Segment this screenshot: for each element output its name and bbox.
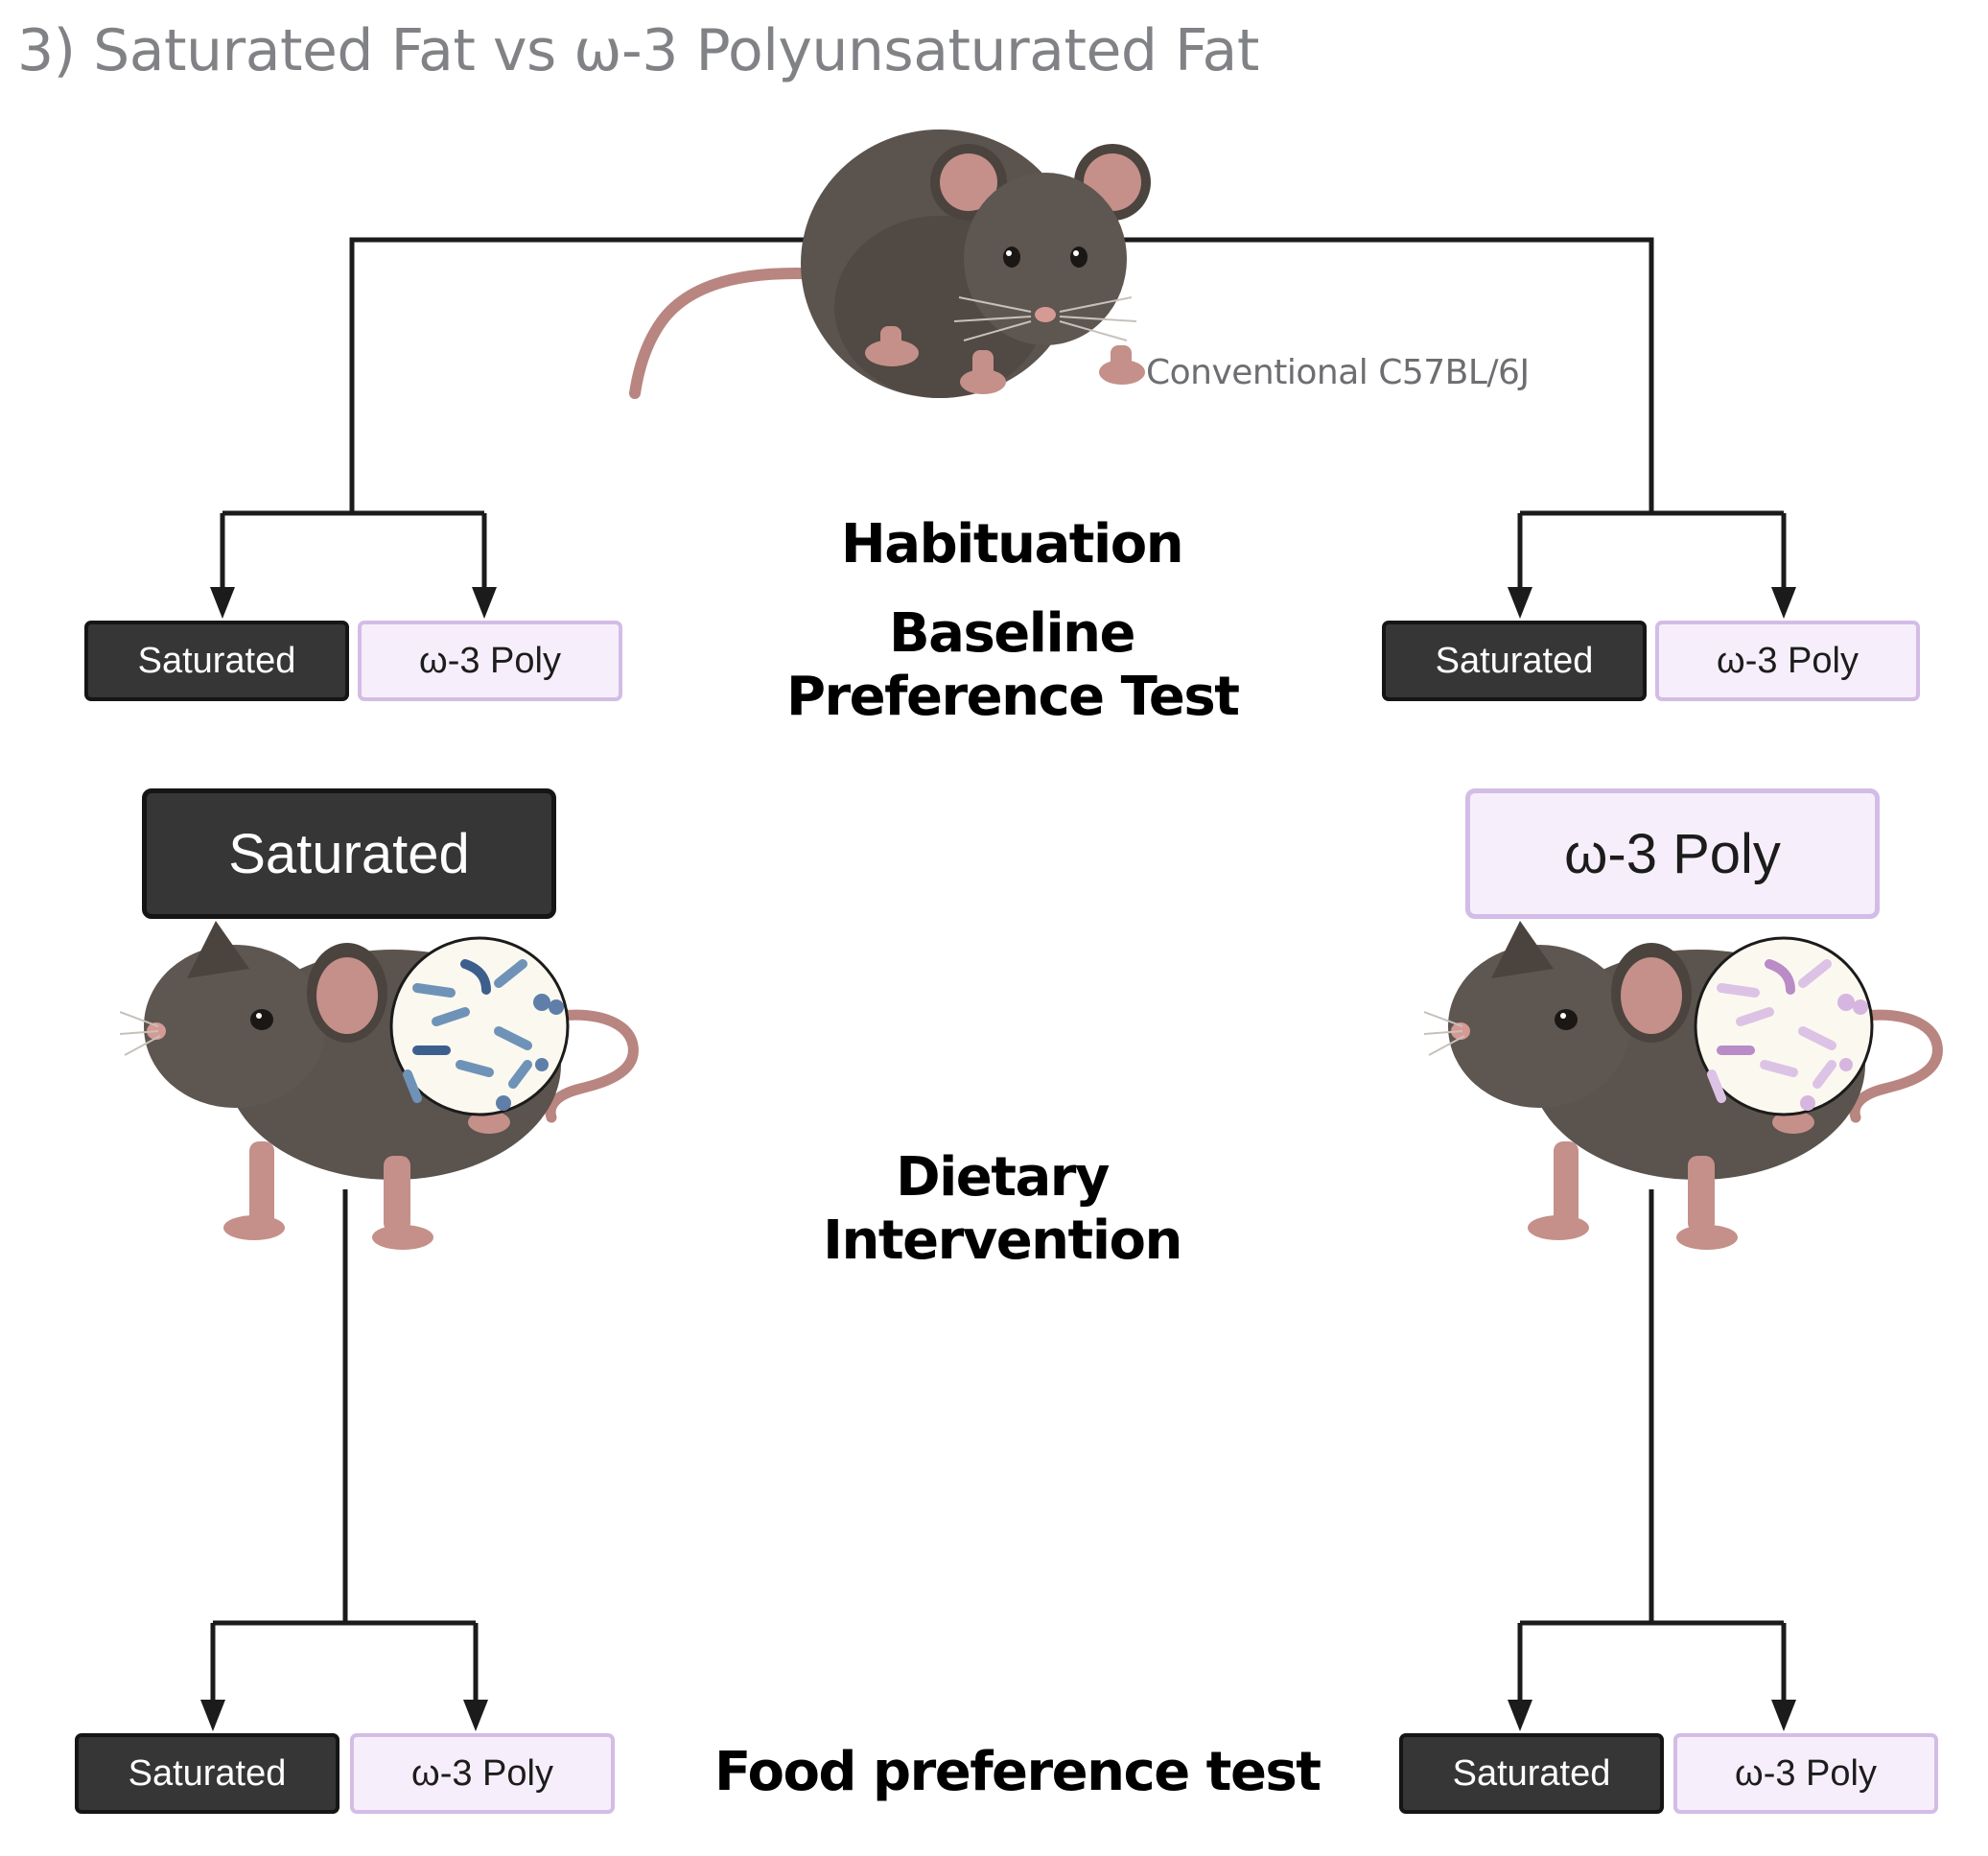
food-left-saturated-box: Saturated [75, 1733, 339, 1814]
mouse-saturated-diet-icon [120, 921, 639, 1250]
diet-group-saturated-box: Saturated [142, 788, 556, 919]
gut-microbiota-icon [389, 936, 570, 1116]
food-left-poly-box: ω-3 Poly [350, 1733, 615, 1814]
baseline-right-poly-box: ω-3 Poly [1655, 621, 1920, 701]
connector-top-left [349, 237, 868, 513]
stage-dietary-intervention: Dietary Intervention [806, 1146, 1199, 1273]
stage-habituation: Habituation [840, 513, 1184, 576]
food-right-saturated-box: Saturated [1399, 1733, 1664, 1814]
figure-title: 3) Saturated Fat vs ω-3 Polyunsaturated … [17, 17, 1259, 84]
baseline-left-poly-box: ω-3 Poly [358, 621, 622, 701]
gut-microbiota-icon [1694, 936, 1874, 1116]
stage-baseline: Baseline Preference Test [786, 602, 1240, 729]
baseline-right-saturated-box: Saturated [1382, 621, 1647, 701]
mouse-poly-diet-icon [1424, 921, 1943, 1250]
stage-baseline-line2: Preference Test [786, 666, 1240, 728]
diet-group-poly-box: ω-3 Poly [1465, 788, 1880, 919]
baseline-left-saturated-box: Saturated [84, 621, 349, 701]
stage-dietary-line1: Dietary [896, 1146, 1110, 1209]
stage-baseline-line1: Baseline [888, 602, 1136, 665]
strain-label: Conventional C57BL/6J [1146, 353, 1530, 392]
connector-top-right [1112, 237, 1654, 513]
stage-dietary-line2: Intervention [823, 1210, 1182, 1272]
stage-food-preference: Food preference test [714, 1741, 1321, 1803]
mouse-icon [629, 129, 1151, 399]
food-right-poly-box: ω-3 Poly [1673, 1733, 1938, 1814]
